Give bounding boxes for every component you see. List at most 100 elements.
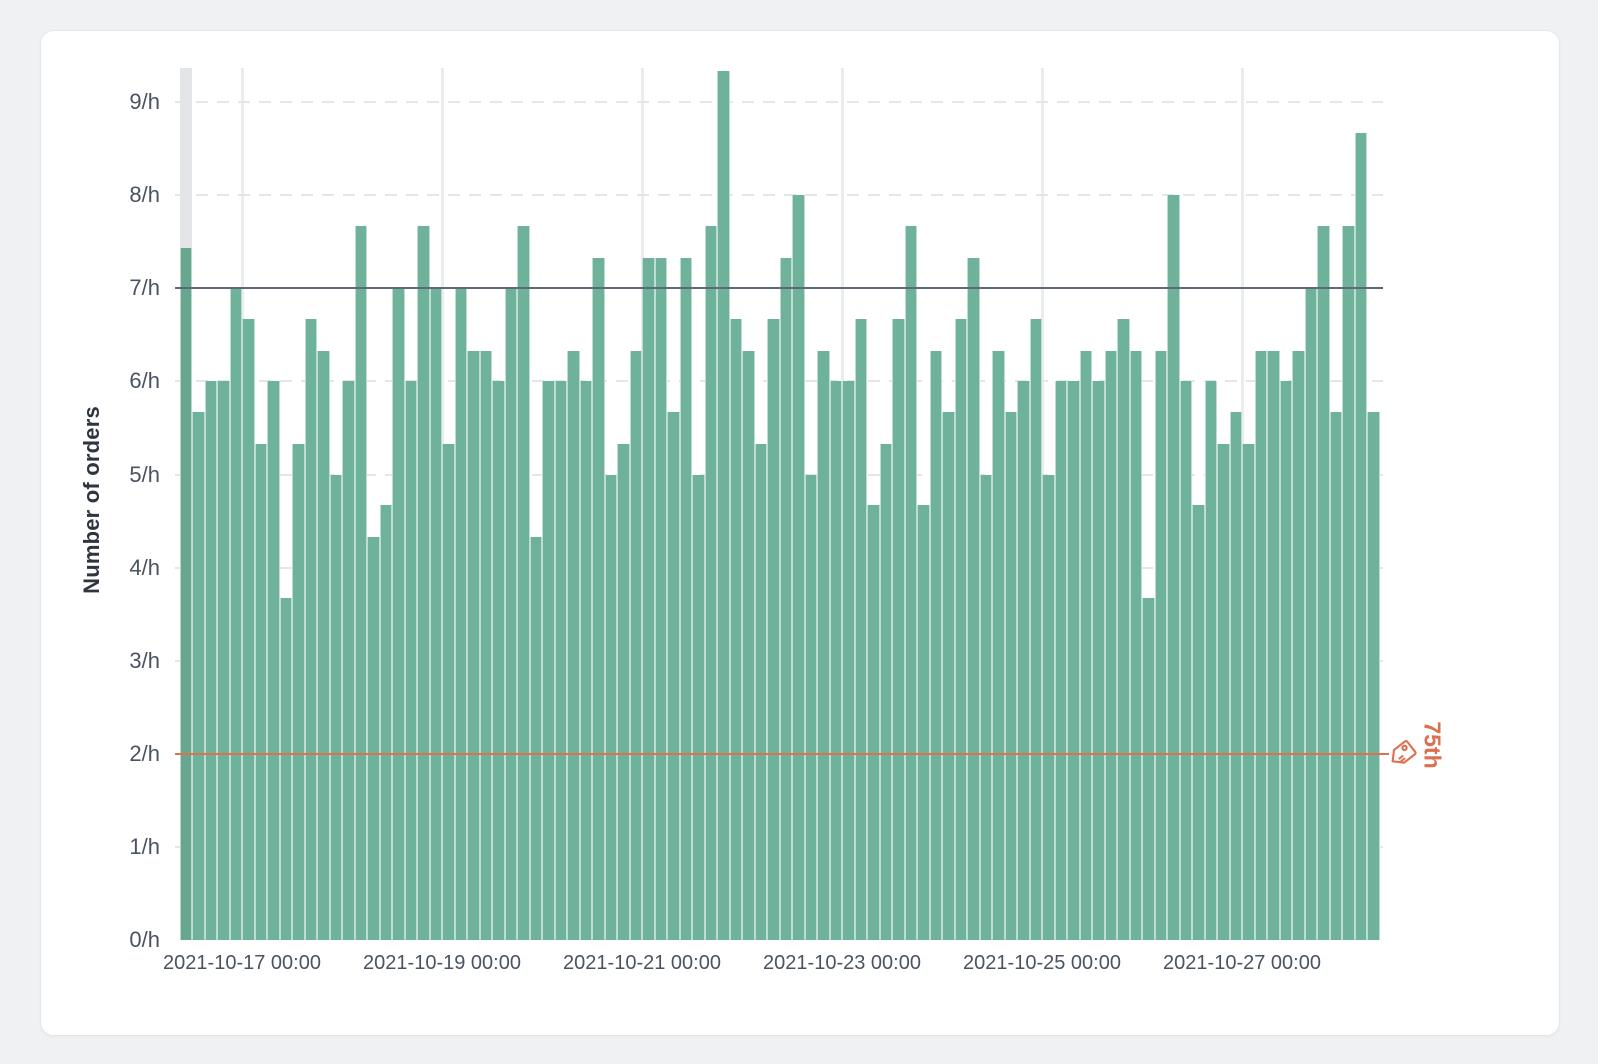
bar[interactable]: [767, 319, 780, 940]
bar[interactable]: [679, 257, 692, 940]
bar[interactable]: [1254, 350, 1267, 940]
bar[interactable]: [742, 350, 755, 940]
bar[interactable]: [879, 443, 892, 940]
bar[interactable]: [1017, 381, 1030, 940]
bar[interactable]: [779, 257, 792, 940]
bar[interactable]: [1267, 350, 1280, 940]
bar[interactable]: [929, 350, 942, 940]
bar[interactable]: [242, 319, 255, 940]
bar[interactable]: [1242, 443, 1255, 940]
bar[interactable]: [729, 319, 742, 940]
bar[interactable]: [492, 381, 505, 940]
bar[interactable]: [1129, 350, 1142, 940]
bar[interactable]: [204, 381, 217, 940]
bar[interactable]: [817, 350, 830, 940]
bar[interactable]: [667, 412, 680, 940]
bar[interactable]: [292, 443, 305, 940]
bar[interactable]: [479, 350, 492, 940]
bar[interactable]: [1117, 319, 1130, 940]
bar[interactable]: [704, 225, 717, 940]
bar[interactable]: [379, 505, 392, 940]
bar[interactable]: [1204, 381, 1217, 940]
bar[interactable]: [1192, 505, 1205, 940]
bar[interactable]: [1304, 288, 1317, 940]
bar[interactable]: [804, 474, 817, 940]
bar[interactable]: [192, 412, 205, 940]
bar[interactable]: [217, 381, 230, 940]
bar[interactable]: [829, 381, 842, 940]
bar[interactable]: [642, 257, 655, 940]
bar[interactable]: [967, 257, 980, 940]
bar[interactable]: [442, 443, 455, 940]
bar[interactable]: [1104, 350, 1117, 940]
bar[interactable]: [867, 505, 880, 940]
tag-icon: [1387, 739, 1417, 769]
bar[interactable]: [1154, 350, 1167, 940]
bar[interactable]: [604, 474, 617, 940]
bar[interactable]: [1317, 225, 1330, 940]
bar[interactable]: [917, 505, 930, 940]
bar[interactable]: [979, 474, 992, 940]
bar[interactable]: [792, 195, 805, 940]
bar[interactable]: [542, 381, 555, 940]
bar[interactable]: [904, 225, 917, 940]
y-tick-label: 4/h: [129, 554, 160, 580]
bar[interactable]: [1092, 381, 1105, 940]
bar[interactable]: [529, 536, 542, 940]
bar[interactable]: [517, 225, 530, 940]
bar[interactable]: [417, 225, 430, 940]
bar[interactable]: [692, 474, 705, 940]
bar[interactable]: [504, 288, 517, 940]
bar[interactable]: [1342, 225, 1355, 940]
bar[interactable]: [342, 381, 355, 940]
bar[interactable]: [992, 350, 1005, 940]
bar[interactable]: [579, 381, 592, 940]
bar[interactable]: [717, 71, 730, 940]
bar[interactable]: [629, 350, 642, 940]
bar[interactable]: [854, 319, 867, 940]
x-tick-label: 2021-10-17 00:00: [163, 952, 321, 974]
bar[interactable]: [1004, 412, 1017, 940]
bar[interactable]: [1367, 412, 1380, 940]
bar[interactable]: [454, 288, 467, 940]
bar[interactable]: [267, 381, 280, 940]
bar[interactable]: [1217, 443, 1230, 940]
bar[interactable]: [1229, 412, 1242, 940]
bar[interactable]: [567, 350, 580, 940]
bar[interactable]: [254, 443, 267, 940]
bar[interactable]: [329, 474, 342, 940]
bar[interactable]: [554, 381, 567, 940]
bar[interactable]: [1292, 350, 1305, 940]
bar[interactable]: [754, 443, 767, 940]
bar[interactable]: [1354, 132, 1367, 940]
bar[interactable]: [954, 319, 967, 940]
bar[interactable]: [654, 257, 667, 940]
bar[interactable]: [942, 412, 955, 940]
bar[interactable]: [404, 381, 417, 940]
bar[interactable]: [279, 598, 292, 940]
bar[interactable]: [1067, 381, 1080, 940]
bar[interactable]: [1029, 319, 1042, 940]
bar[interactable]: [1279, 381, 1292, 940]
bar[interactable]: [229, 288, 242, 940]
bar[interactable]: [592, 257, 605, 940]
bar[interactable]: [1179, 381, 1192, 940]
bar[interactable]: [304, 319, 317, 940]
bar[interactable]: [892, 319, 905, 940]
y-tick-label: 7/h: [129, 275, 160, 301]
bar[interactable]: [467, 350, 480, 940]
bar[interactable]: [1142, 598, 1155, 940]
bar[interactable]: [317, 350, 330, 940]
bar[interactable]: [179, 248, 192, 940]
bar[interactable]: [392, 288, 405, 940]
bar[interactable]: [367, 536, 380, 940]
bar[interactable]: [842, 381, 855, 940]
bar[interactable]: [1329, 412, 1342, 940]
bar[interactable]: [354, 225, 367, 940]
bar[interactable]: [1054, 381, 1067, 940]
bar[interactable]: [1079, 350, 1092, 940]
bar[interactable]: [1167, 195, 1180, 940]
bar[interactable]: [1042, 474, 1055, 940]
bar[interactable]: [617, 443, 630, 940]
bar[interactable]: [429, 288, 442, 940]
